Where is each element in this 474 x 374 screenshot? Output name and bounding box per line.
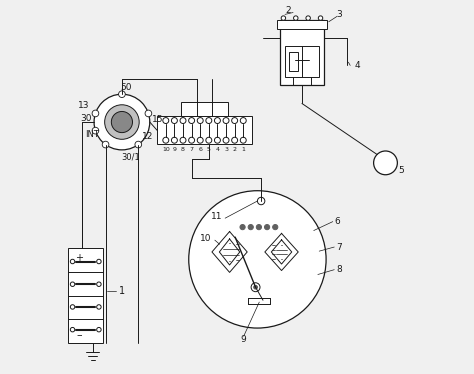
Circle shape [240,117,246,123]
Text: 12: 12 [142,132,154,141]
Text: 9: 9 [241,335,246,344]
Circle shape [257,197,265,205]
Circle shape [251,283,260,292]
Text: 9: 9 [173,147,176,152]
Bar [181,102,228,116]
Bar [157,116,252,144]
Circle shape [232,117,237,123]
Circle shape [206,137,212,143]
Circle shape [145,110,152,117]
Circle shape [70,305,75,309]
Text: 30/1: 30/1 [121,153,140,162]
Circle shape [197,117,203,123]
Text: 2: 2 [233,147,237,152]
Circle shape [273,224,278,230]
Circle shape [92,110,99,117]
Circle shape [97,282,101,286]
Circle shape [254,285,257,289]
Circle shape [97,327,101,332]
Circle shape [264,224,270,230]
Circle shape [248,224,253,230]
Text: 6: 6 [198,147,202,152]
Circle shape [197,137,203,143]
Circle shape [256,224,262,230]
Circle shape [172,117,177,123]
Text: 15: 15 [152,114,164,123]
Circle shape [223,117,229,123]
Text: 50: 50 [120,83,131,92]
Text: 8: 8 [181,147,185,152]
Circle shape [232,137,237,143]
Circle shape [92,127,99,134]
Circle shape [94,94,150,150]
Text: –: – [76,330,82,340]
Circle shape [293,16,298,20]
Circle shape [281,16,286,20]
Circle shape [70,282,75,286]
Bar [289,52,298,71]
Circle shape [374,151,397,175]
Circle shape [163,137,169,143]
Bar [68,248,103,343]
Circle shape [214,137,220,143]
Circle shape [102,141,109,148]
Circle shape [70,259,75,264]
Text: 8: 8 [336,265,342,274]
Text: 5: 5 [398,166,404,175]
Text: 6: 6 [334,217,340,226]
Bar [280,20,324,85]
Circle shape [223,137,229,143]
Text: 3: 3 [224,147,228,152]
Text: INT: INT [85,130,99,139]
Bar [277,20,327,29]
Text: 11: 11 [210,212,222,221]
Circle shape [214,117,220,123]
Circle shape [306,16,310,20]
Circle shape [111,111,133,133]
Text: 2: 2 [286,6,292,15]
Circle shape [240,137,246,143]
Text: 1: 1 [241,147,245,152]
Circle shape [189,137,195,143]
Bar [285,46,319,77]
Circle shape [163,117,169,123]
Text: 4: 4 [215,147,219,152]
Circle shape [319,16,323,20]
Text: 1: 1 [119,286,125,296]
Text: 7: 7 [336,242,342,252]
Text: 13: 13 [78,101,90,110]
Circle shape [206,117,212,123]
Circle shape [180,117,186,123]
Text: 7: 7 [190,147,193,152]
Circle shape [135,141,142,148]
Circle shape [189,117,195,123]
Circle shape [189,191,326,328]
Circle shape [240,224,245,230]
Circle shape [70,327,75,332]
Circle shape [118,91,125,98]
Text: 10: 10 [200,234,212,243]
Text: 30: 30 [80,114,91,123]
Circle shape [172,137,177,143]
Circle shape [105,105,139,139]
Circle shape [180,137,186,143]
Text: 3: 3 [336,10,342,19]
Circle shape [97,259,101,264]
Circle shape [97,305,101,309]
Text: 5: 5 [207,147,211,152]
Text: 4: 4 [355,61,360,70]
Text: +: + [75,252,83,263]
Text: 10: 10 [162,147,170,152]
